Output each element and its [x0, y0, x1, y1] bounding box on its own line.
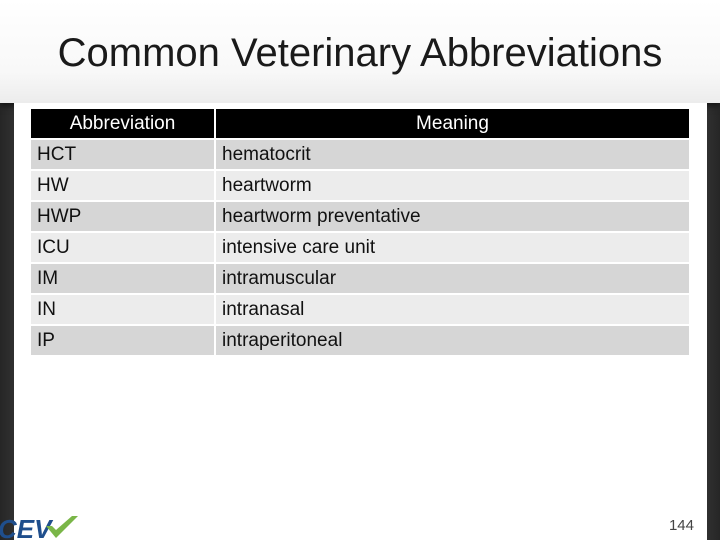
table-row: HW heartworm — [31, 171, 689, 200]
slide-title: Common Veterinary Abbreviations — [57, 31, 663, 75]
abbreviation-cell: IM — [31, 264, 214, 293]
table-row: IN intranasal — [31, 295, 689, 324]
header-abbreviation: Abbreviation — [31, 109, 214, 138]
table-row: IP intraperitoneal — [31, 326, 689, 355]
meaning-cell: intensive care unit — [216, 233, 689, 262]
meaning-cell: hematocrit — [216, 140, 689, 169]
abbreviation-cell: HW — [31, 171, 214, 200]
meaning-cell: intranasal — [216, 295, 689, 324]
table-row: HWP heartworm preventative — [31, 202, 689, 231]
abbreviation-cell: IP — [31, 326, 214, 355]
table-row: IM intramuscular — [31, 264, 689, 293]
abbreviations-table: Abbreviation Meaning HCT hematocrit HW h… — [29, 107, 691, 357]
abbreviation-cell: ICU — [31, 233, 214, 262]
table-header-row: Abbreviation Meaning — [31, 109, 689, 138]
table-row: ICU intensive care unit — [31, 233, 689, 262]
table-row: HCT hematocrit — [31, 140, 689, 169]
title-bar: Common Veterinary Abbreviations — [0, 0, 720, 103]
meaning-cell: heartworm preventative — [216, 202, 689, 231]
abbreviation-cell: HCT — [31, 140, 214, 169]
abbreviation-cell: IN — [31, 295, 214, 324]
meaning-cell: intramuscular — [216, 264, 689, 293]
check-swoosh-icon — [46, 516, 78, 538]
header-meaning: Meaning — [216, 109, 689, 138]
meaning-cell: intraperitoneal — [216, 326, 689, 355]
meaning-cell: heartworm — [216, 171, 689, 200]
abbreviation-cell: HWP — [31, 202, 214, 231]
page-number: 144 — [668, 517, 694, 534]
cev-logo: CEV — [0, 514, 78, 540]
logo-text: CEV — [0, 514, 54, 540]
